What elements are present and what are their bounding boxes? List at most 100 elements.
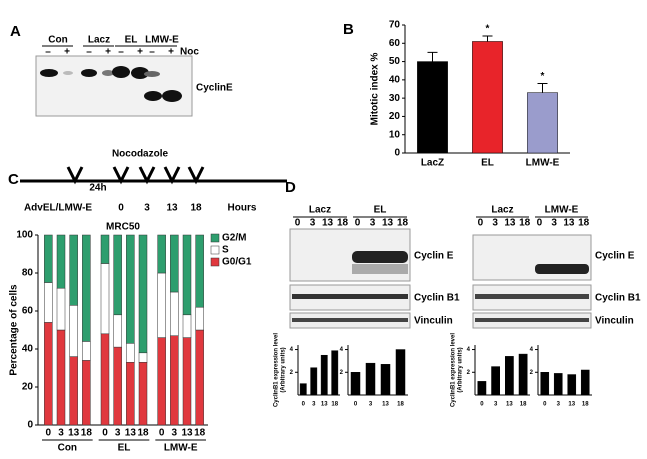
x-tick-label: 18 [81, 428, 93, 439]
lane-label: + [137, 47, 143, 58]
timeline-title: Nocodazole [112, 149, 169, 160]
blot-d [289, 228, 592, 329]
bar [331, 350, 339, 396]
y-tick-label: 4 [290, 347, 294, 353]
lane-label: – [149, 47, 155, 58]
lane-label: 18 [519, 218, 531, 229]
bar-segment [138, 352, 148, 363]
x-tick-label: 3 [369, 402, 373, 408]
arrows [66, 166, 205, 185]
y-tick-label: 2 [467, 370, 471, 376]
y-tick-label: 40 [22, 344, 34, 355]
bar-segment [44, 282, 53, 323]
timeline-agent: AdvEL/LMW-E [24, 203, 92, 214]
bar-segment [182, 337, 192, 426]
x-tick-label: 0 [354, 402, 358, 408]
lane-label: – [118, 47, 124, 58]
lane-label: 18 [337, 218, 349, 229]
x-tick-label: 13 [181, 428, 193, 439]
x-tick-label: 13 [568, 402, 575, 408]
x-tick-label: 3 [58, 428, 64, 439]
time-label: 13 [166, 203, 178, 214]
group-label: Lacz [309, 205, 331, 216]
group-label: Con [48, 35, 67, 46]
error-bar [482, 35, 493, 42]
x-tick-label: 18 [331, 402, 338, 408]
lane-label: – [86, 47, 92, 58]
chart-title: MRC50 [106, 222, 140, 233]
x-tick-label: 3 [172, 428, 178, 439]
bar [350, 372, 361, 396]
bar-segment [69, 305, 78, 357]
bar-segment [100, 263, 110, 335]
bar-segment [113, 314, 122, 348]
significance: * [541, 71, 545, 82]
band-label: CyclinE [196, 83, 233, 94]
x-tick-label: 3 [557, 402, 561, 408]
bar-segment [82, 234, 91, 342]
bar [310, 367, 318, 396]
bar-segment [182, 234, 192, 316]
y-axis-label: (Arbitrary units) [281, 347, 287, 392]
y-tick-label: 70 [389, 20, 401, 31]
error-bar [537, 83, 548, 93]
bar [567, 374, 577, 396]
panel-label: A [10, 23, 21, 40]
bar [395, 349, 406, 396]
bar-segment [44, 234, 53, 283]
bar [472, 41, 503, 154]
lane-label: 18 [397, 218, 409, 229]
bar [518, 353, 528, 396]
x-tick-label: 18 [520, 402, 527, 408]
x-tick-label: 3 [312, 402, 316, 408]
group-label: EL [374, 205, 387, 216]
lane-label: 0 [537, 218, 543, 229]
bar-segment [182, 314, 192, 338]
x-tick-label: 18 [397, 402, 404, 408]
x-tick-label: 18 [137, 428, 149, 439]
time-label: 0 [118, 203, 124, 214]
y-tick-label: 20 [22, 382, 34, 393]
y-tick-label: 0 [27, 420, 33, 431]
bar [527, 92, 558, 154]
x-tick-label: 13 [125, 428, 137, 439]
bar-segment [195, 234, 204, 308]
bar [380, 364, 391, 396]
bar-segment [82, 360, 91, 426]
y-axis-label: Percentage of cells [9, 284, 20, 376]
group-label: EL [125, 35, 138, 46]
x-tick-label: 13 [68, 428, 80, 439]
time-label: 3 [144, 203, 150, 214]
lane-label: 3 [370, 218, 376, 229]
bar-segment [170, 234, 179, 293]
group-label: LMW-E [545, 205, 579, 216]
group-label: Lacz [88, 35, 110, 46]
x-tick-label: 0 [543, 402, 547, 408]
lane-label: + [105, 47, 111, 58]
bar-segment [44, 322, 53, 426]
legend-label: S [222, 245, 229, 256]
lane-label: 3 [492, 218, 498, 229]
lane-label: 0 [355, 218, 361, 229]
y-axis-label: (Arbitrary units) [458, 347, 464, 392]
bar-segment [126, 343, 135, 363]
y-tick-label: 4 [340, 347, 344, 353]
y-axis-label: CyclinB1 expression level [274, 333, 280, 407]
treatment-label: Noc [180, 47, 199, 58]
blot-bands [40, 66, 182, 102]
timeline-unit: Hours [228, 203, 257, 214]
x-tick-label: EL [481, 158, 494, 169]
y-tick-label: 10 [389, 129, 401, 140]
lane-label: 3 [310, 218, 316, 229]
significance: * [486, 24, 490, 35]
legend-label: G2/M [222, 233, 246, 244]
bar-segment [170, 291, 179, 336]
y-tick-label: 30 [389, 93, 401, 104]
band-label: Cyclin E [414, 251, 454, 262]
bar [477, 381, 487, 396]
y-tick-label: 100 [16, 230, 33, 241]
bar-segment [113, 234, 122, 316]
bar-segment [157, 337, 166, 426]
bar-segment [157, 234, 166, 274]
y-tick-label: 2 [340, 370, 344, 376]
